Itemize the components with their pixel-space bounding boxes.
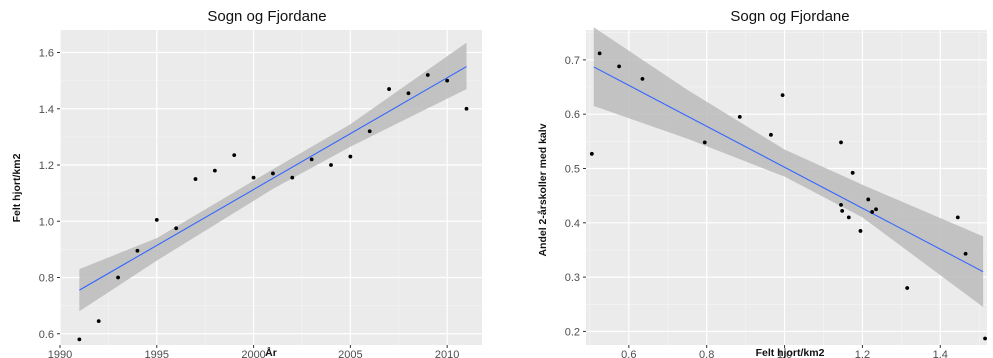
chart-1-x-tick-label: 2010 [435,349,459,358]
chart-2-fit-line [593,66,984,273]
chart-2-x-tick-label: 1.2 [855,349,870,358]
chart-1-confidence-band [79,42,467,312]
chart-2-data-point [866,197,871,202]
chart-2-data-point [839,202,843,207]
chart-1-points [77,73,469,342]
chart-2-data-point [769,132,773,137]
chart-1-data-point [193,177,198,181]
chart-1-data-point [464,106,469,111]
chart-1-data-point [367,129,372,134]
chart-1-data-point [135,248,140,253]
chart-2-regression-line [593,66,984,273]
chart-2-y-tick-label: 0.4 [565,218,580,230]
chart-1: Sogn og Fjordane 1990 1995 2000 2005 2010 0.… [11,8,482,358]
chart-2-data-point [737,114,742,119]
chart-2-data-point [780,93,785,98]
chart-1-data-point [406,91,411,96]
chart-2-data-point [640,76,645,81]
chart-2-confidence-band [593,27,984,307]
chart-2-y-axis-label: Andel 2-årskoller med kalv [537,123,549,256]
chart-1-data-point [309,157,314,162]
chart-1-data-point [290,175,295,180]
chart-1-data-point [174,226,179,231]
chart-1-regression-line [79,66,467,291]
chart-2-y-tick-label: 0.7 [565,55,580,67]
chart-1-y-tick-label: 1.0 [39,216,54,228]
chart-2-data-point [858,229,863,233]
chart-1-data-point [154,217,159,222]
chart-1-x-tick-label: 1995 [145,349,169,358]
chart-1-data-point [232,153,237,158]
chart-2-data-point [617,64,621,69]
chart-2-confidence-band-area [593,27,984,307]
chart-2: Sogn og Fjordane 0.6 0.8 1.0 1.2 1.4 0.20.30… [537,8,987,358]
chart-1-fit-line [79,66,467,291]
chart-1-data-point [445,78,450,83]
chart-2-data-point [839,140,843,145]
chart-1-x-tick-label: 2005 [338,349,362,358]
chart-2-title: Sogn og Fjordane [730,8,849,25]
chart-2-data-point [963,251,968,256]
chart-1-y-tick-label: 1.2 [39,160,54,172]
chart-2-data-point [597,51,602,56]
chart-1-data-point [77,337,82,342]
chart-1-title: Sogn og Fjordane [207,8,326,25]
chart-2-data-point [870,210,875,214]
chart-2-y-tick-label: 0.3 [565,272,580,284]
chart-2-data-point [840,208,845,213]
chart-1-data-point [329,163,333,167]
chart-1-x-tick-label: 2000 [241,349,265,358]
chart-2-y-tick-label: 0.2 [565,326,580,338]
chart-1-y-tick-label: 0.6 [39,329,54,341]
chart-2-y-tick-label: 0.6 [565,109,580,121]
chart-2-data-point [955,215,960,220]
chart-1-data-point [251,175,256,180]
chart-1-y-tick-label: 1.6 [39,48,54,60]
chart-1-data-point [116,275,120,280]
chart-1-x-axis-label: År [265,346,277,358]
chart-2-points [589,51,987,341]
chart-1-x-tick-label: 1990 [48,349,72,358]
chart-2-y-ticks: 0.2 0.3 0.4 0.5 0.6 0.7 [565,55,586,338]
chart-1-y-ticks: 0.6 0.8 1.0 1.2 1.4 1.6 [39,48,60,341]
chart-2-data-point [874,207,878,212]
chart-2-data-point [846,215,851,220]
chart-1-data-point [387,87,391,91]
chart-1-data-point [96,319,101,323]
chart-2-data-point [589,151,594,156]
chart-1-data-point [348,154,353,159]
chart-1-y-tick-label: 0.8 [39,273,54,285]
chart-2-data-point [850,170,855,175]
chart-1-data-point [271,171,275,176]
chart-2-x-tick-label: 0.6 [621,349,636,358]
chart-2-x-axis-label: Felt hjort/km2 [756,347,825,358]
chart-2-data-point [702,140,707,145]
chart-2-y-tick-label: 0.5 [565,163,580,175]
chart-1-y-axis-label: Felt hjort/km2 [11,153,23,222]
chart-1-data-point [425,73,430,77]
chart-1-x-ticks: 1990 1995 2000 2005 2010 [48,345,459,358]
chart-2-x-tick-label: 1.0 [777,349,792,358]
chart-2-data-point [905,286,910,290]
chart-2-x-ticks: 0.6 0.8 1.0 1.2 1.4 [621,345,948,358]
chart-2-x-tick-label: 0.8 [699,349,714,358]
chart-1-confidence-band-area [79,42,467,312]
chart-2-x-tick-label: 1.4 [933,349,948,358]
chart-2-data-point [983,336,987,341]
chart-1-y-tick-label: 1.4 [39,104,54,116]
chart-1-data-point [212,168,217,173]
